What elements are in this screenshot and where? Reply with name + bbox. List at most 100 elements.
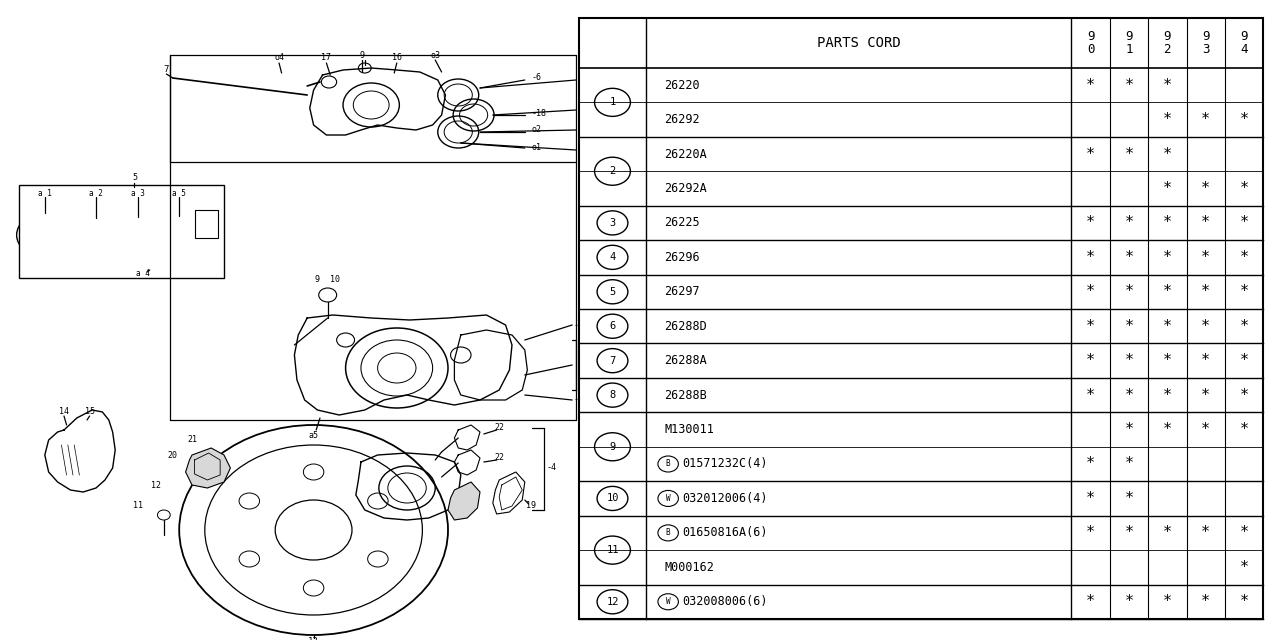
Text: o4: o4: [274, 54, 284, 63]
Text: *: *: [1162, 112, 1172, 127]
Text: 14: 14: [59, 408, 69, 417]
Text: *: *: [1085, 456, 1096, 472]
Text: -8: -8: [573, 321, 584, 330]
Text: -3: -3: [573, 396, 584, 404]
Text: a 5: a 5: [173, 189, 186, 198]
Text: *: *: [1085, 491, 1096, 506]
Text: *: *: [1085, 284, 1096, 300]
Text: 9
3: 9 3: [1202, 30, 1210, 56]
Text: 13: 13: [308, 637, 319, 640]
Text: *: *: [1201, 284, 1211, 300]
Text: 5: 5: [609, 287, 616, 297]
Text: 032012006(4): 032012006(4): [682, 492, 768, 505]
Text: a 2: a 2: [90, 189, 102, 198]
Text: *: *: [1201, 112, 1211, 127]
Text: *: *: [1085, 388, 1096, 403]
Text: a 3: a 3: [132, 189, 145, 198]
Text: 26296: 26296: [664, 251, 700, 264]
Text: *: *: [1201, 319, 1211, 333]
Text: 9
0: 9 0: [1087, 30, 1094, 56]
Text: 26288B: 26288B: [664, 388, 707, 402]
Text: -6: -6: [531, 74, 541, 83]
Text: *: *: [1239, 595, 1249, 609]
Text: 26220A: 26220A: [664, 147, 707, 161]
Text: *: *: [1239, 216, 1249, 230]
Text: *: *: [1239, 250, 1249, 265]
Text: 7: 7: [609, 356, 616, 365]
Text: 4: 4: [609, 252, 616, 262]
FancyBboxPatch shape: [19, 185, 224, 278]
Text: *: *: [1162, 147, 1172, 161]
Text: *: *: [1085, 250, 1096, 265]
Text: *: *: [1162, 250, 1172, 265]
Text: 26292: 26292: [664, 113, 700, 126]
Text: *: *: [1085, 77, 1096, 93]
Text: -4: -4: [547, 463, 557, 472]
Text: *: *: [1201, 388, 1211, 403]
Text: 12: 12: [607, 596, 618, 607]
Text: 10: 10: [330, 275, 340, 285]
Text: *: *: [1124, 422, 1134, 437]
Text: -2: -2: [577, 355, 588, 365]
Text: 19: 19: [526, 500, 536, 509]
Text: 01650816A(6): 01650816A(6): [682, 526, 768, 540]
Text: *: *: [1085, 595, 1096, 609]
Text: *: *: [1239, 319, 1249, 333]
Text: *: *: [1239, 388, 1249, 403]
Text: *: *: [1124, 319, 1134, 333]
Text: *: *: [1239, 422, 1249, 437]
Text: *: *: [1162, 284, 1172, 300]
Text: -1: -1: [577, 337, 588, 346]
Text: 20: 20: [168, 451, 178, 460]
Text: *: *: [1162, 422, 1172, 437]
Text: 16: 16: [392, 54, 402, 63]
Text: *: *: [1124, 595, 1134, 609]
Text: 9: 9: [315, 275, 320, 285]
Text: *: *: [1124, 250, 1134, 265]
Text: 22: 22: [494, 454, 504, 463]
Text: *: *: [1201, 250, 1211, 265]
Text: *: *: [1162, 525, 1172, 540]
Text: a 4: a 4: [137, 269, 150, 278]
Text: W: W: [666, 494, 671, 503]
Text: 9: 9: [609, 442, 616, 452]
Text: M130011: M130011: [664, 423, 714, 436]
Text: *: *: [1201, 181, 1211, 196]
Text: o3: o3: [430, 51, 440, 60]
Text: 1: 1: [609, 97, 616, 108]
Text: 26292A: 26292A: [664, 182, 707, 195]
Text: *: *: [1085, 353, 1096, 368]
Text: 5: 5: [132, 173, 137, 182]
Text: -18: -18: [531, 109, 547, 118]
Text: *: *: [1201, 216, 1211, 230]
Text: *: *: [1239, 560, 1249, 575]
Text: *: *: [1239, 353, 1249, 368]
Text: *: *: [1124, 77, 1134, 93]
Text: 26288D: 26288D: [664, 320, 707, 333]
Text: a5: a5: [308, 431, 319, 440]
Text: 26220: 26220: [664, 79, 700, 92]
Text: *: *: [1239, 525, 1249, 540]
Text: *: *: [1239, 112, 1249, 127]
Text: 6: 6: [609, 321, 616, 332]
Text: *: *: [1124, 491, 1134, 506]
Text: *: *: [1162, 595, 1172, 609]
Text: *: *: [1162, 319, 1172, 333]
Text: 9: 9: [360, 51, 365, 60]
Text: 2: 2: [609, 166, 616, 176]
Text: *: *: [1162, 388, 1172, 403]
Text: *: *: [1162, 353, 1172, 368]
Text: *: *: [1085, 216, 1096, 230]
Text: 10: 10: [607, 493, 618, 504]
Text: 9
4: 9 4: [1240, 30, 1248, 56]
Text: *: *: [1201, 595, 1211, 609]
Text: 3: 3: [609, 218, 616, 228]
Text: 11: 11: [133, 500, 143, 509]
Text: 7: 7: [164, 65, 169, 74]
Text: *: *: [1124, 284, 1134, 300]
Text: *: *: [1201, 422, 1211, 437]
Text: 21: 21: [187, 435, 197, 445]
FancyBboxPatch shape: [195, 210, 218, 238]
Text: *: *: [1124, 353, 1134, 368]
Text: *: *: [1162, 216, 1172, 230]
